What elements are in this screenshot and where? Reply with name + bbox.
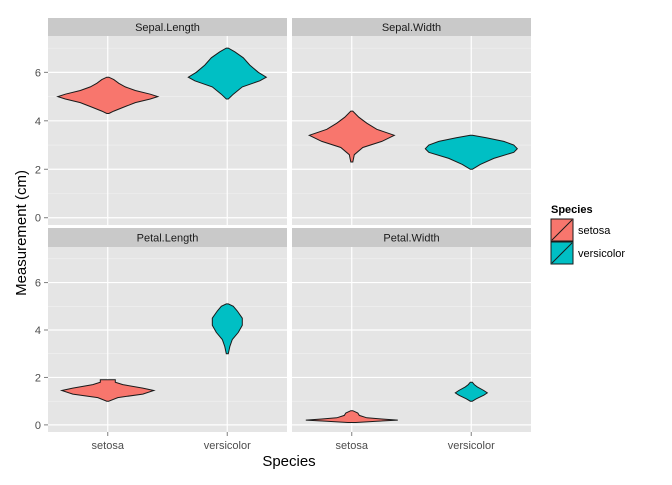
facet-strip-title: Petal.Width xyxy=(383,233,439,245)
panel-background xyxy=(292,247,531,432)
x-axis-label: Species xyxy=(262,453,315,470)
violin-versicolor xyxy=(211,303,243,355)
violin-setosa xyxy=(56,76,160,114)
facet-strip xyxy=(292,228,531,247)
facet-panels: Sepal.Length Sepal.Width Petal.Length Petal… xyxy=(48,18,531,432)
facet-strip xyxy=(48,228,287,247)
violin-setosa xyxy=(59,379,156,402)
panel-background xyxy=(48,36,287,225)
legend-key-slash xyxy=(551,219,573,241)
y-tick-label: 0 xyxy=(35,213,41,225)
x-axis: setosa versicolor setosa versicolor xyxy=(92,432,495,452)
panel-background xyxy=(48,247,287,432)
y-tick-label: 4 xyxy=(35,116,41,128)
facet-strip-title: Petal.Length xyxy=(137,233,199,245)
facet-panel: Petal.Width xyxy=(292,228,531,432)
y-tick-label: 4 xyxy=(35,325,41,337)
violin-setosa xyxy=(305,410,398,423)
legend-key-slash xyxy=(551,242,573,264)
legend-label: versicolor xyxy=(578,248,625,260)
facet-strip-title: Sepal.Length xyxy=(135,22,200,34)
legend-label: setosa xyxy=(578,225,611,237)
violin-versicolor xyxy=(454,381,489,402)
facet-panel: Sepal.Length xyxy=(48,18,287,225)
y-axis-label: Measurement (cm) xyxy=(13,170,30,296)
facet-strip xyxy=(292,18,531,36)
legend-title: Species xyxy=(551,204,593,216)
y-tick-label: 6 xyxy=(35,278,41,290)
violin-setosa xyxy=(307,110,396,163)
facet-strip xyxy=(48,18,287,36)
y-tick-label: 6 xyxy=(35,67,41,79)
facet-panel: Petal.Length xyxy=(48,228,287,432)
x-tick-label: setosa xyxy=(336,440,369,452)
legend: Species setosa versicolor xyxy=(550,204,625,265)
legend-item: setosa xyxy=(550,218,611,242)
facet-strip-title: Sepal.Width xyxy=(382,22,441,34)
y-tick-label: 2 xyxy=(35,164,41,176)
y-tick-label: 2 xyxy=(35,372,41,384)
x-tick-label: versicolor xyxy=(204,440,251,452)
legend-item: versicolor xyxy=(550,241,625,265)
y-tick-label: 0 xyxy=(35,420,41,432)
facet-panel: Sepal.Width xyxy=(292,18,531,225)
x-tick-label: versicolor xyxy=(448,440,495,452)
violin-versicolor xyxy=(187,47,268,100)
x-tick-label: setosa xyxy=(92,440,125,452)
violin-versicolor xyxy=(424,134,518,170)
y-axes: 0 2 4 6 0 2 4 6 xyxy=(35,67,48,432)
